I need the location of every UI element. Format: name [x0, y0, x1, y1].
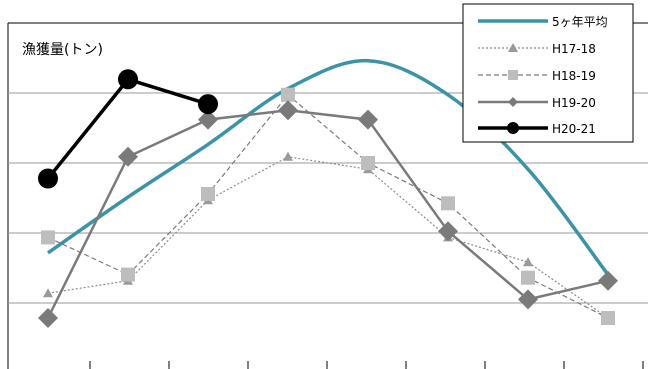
x-axis — [89, 361, 644, 369]
series-line — [46, 109, 609, 319]
legend-marker — [508, 43, 518, 52]
series-H20-21 — [38, 69, 218, 189]
data-point — [121, 267, 135, 282]
legend-label: H18-19 — [552, 69, 596, 83]
series-H19-20 — [38, 100, 618, 328]
legend-item: H17-18 — [478, 42, 596, 56]
data-point — [358, 109, 378, 130]
data-point — [438, 221, 458, 242]
data-point — [441, 196, 455, 211]
legend-item: H20-21 — [478, 122, 596, 136]
data-point — [43, 288, 53, 298]
data-point — [281, 87, 295, 102]
series-line — [47, 93, 609, 319]
legend-item: H18-19 — [478, 69, 596, 83]
series-layer — [38, 58, 618, 328]
data-point — [518, 289, 538, 310]
data-point — [201, 187, 215, 201]
data-point — [118, 146, 138, 167]
legend-marker — [508, 70, 518, 80]
series-line — [46, 58, 610, 276]
data-point — [38, 168, 58, 189]
legend-label: H20-21 — [552, 122, 596, 136]
data-point — [41, 230, 55, 245]
data-point — [283, 151, 293, 161]
legend-label: H19-20 — [552, 96, 596, 110]
y-axis-label: 漁獲量(トン) — [22, 42, 103, 58]
series-line — [47, 156, 609, 319]
data-point — [198, 109, 218, 130]
series-H18-19 — [41, 87, 615, 325]
legend-marker — [507, 122, 519, 134]
data-point — [38, 308, 58, 328]
legend-item: 5ヶ年平均 — [478, 15, 608, 29]
data-point — [278, 100, 298, 121]
series-5ヶ年平均 — [46, 58, 610, 276]
data-point — [523, 257, 533, 267]
legend-box — [462, 3, 634, 143]
data-point — [598, 270, 618, 291]
legend-item: H19-20 — [478, 96, 596, 110]
data-point — [118, 69, 138, 90]
legend-label: H17-18 — [552, 42, 596, 56]
data-point — [601, 311, 615, 325]
legend-marker — [508, 97, 518, 107]
legend: 5ヶ年平均 H17-18 H18-19 H19-20 H20-21 — [462, 3, 634, 143]
legend-label: 5ヶ年平均 — [552, 15, 608, 29]
data-point — [361, 156, 375, 170]
data-point — [521, 270, 535, 285]
data-point — [198, 94, 218, 115]
